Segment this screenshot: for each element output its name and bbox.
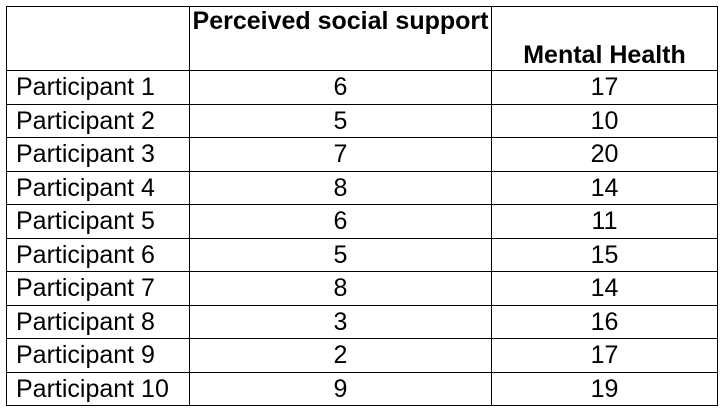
mental-health-cell: 10: [491, 103, 718, 138]
participant-cell: Participant 1: [6, 70, 190, 105]
mental-health-cell: 16: [491, 304, 718, 339]
social-support-cell: 5: [189, 237, 492, 272]
social-support-cell: 6: [189, 204, 492, 239]
table-row: Participant 5 6 11: [6, 204, 718, 239]
social-support-cell: 7: [189, 137, 492, 172]
participant-cell: Participant 6: [6, 237, 190, 272]
participant-cell: Participant 9: [6, 338, 190, 373]
social-support-cell: 8: [189, 170, 492, 205]
social-support-cell: 6: [189, 70, 492, 105]
participant-cell: Participant 2: [6, 103, 190, 138]
table-row: Participant 4 8 14: [6, 170, 718, 205]
participant-cell: Participant 4: [6, 170, 190, 205]
table-row: Participant 7 8 14: [6, 271, 718, 306]
participant-cell: Participant 3: [6, 137, 190, 172]
participant-cell: Participant 8: [6, 304, 190, 339]
mental-health-cell: 14: [491, 271, 718, 306]
table-row: Participant 9 2 17: [6, 338, 718, 373]
mental-health-cell: 15: [491, 237, 718, 272]
header-perceived-social-support: Perceived social support: [189, 6, 492, 71]
mental-health-cell: 17: [491, 70, 718, 105]
table-row: Participant 2 5 10: [6, 103, 718, 138]
table-body: Participant 1 6 17 Participant 2 5 10 Pa…: [6, 70, 718, 406]
table-row: Participant 6 5 15: [6, 237, 718, 272]
table-row: Participant 3 7 20: [6, 137, 718, 172]
mental-health-cell: 19: [491, 371, 718, 406]
data-table: Perceived social support Mental Health P…: [6, 6, 718, 406]
header-empty-cell: [6, 6, 190, 71]
header-mental-health: Mental Health: [491, 6, 718, 71]
mental-health-cell: 17: [491, 338, 718, 373]
social-support-cell: 9: [189, 371, 492, 406]
social-support-cell: 3: [189, 304, 492, 339]
participant-cell: Participant 7: [6, 271, 190, 306]
social-support-cell: 8: [189, 271, 492, 306]
mental-health-cell: 14: [491, 170, 718, 205]
participant-cell: Participant 5: [6, 204, 190, 239]
table-header: Perceived social support Mental Health: [6, 6, 718, 71]
header-row: Perceived social support Mental Health: [6, 6, 718, 71]
participant-cell: Participant 10: [6, 371, 190, 406]
mental-health-cell: 20: [491, 137, 718, 172]
table-row: Participant 8 3 16: [6, 304, 718, 339]
social-support-cell: 5: [189, 103, 492, 138]
mental-health-cell: 11: [491, 204, 718, 239]
table-row: Participant 10 9 19: [6, 371, 718, 406]
social-support-cell: 2: [189, 338, 492, 373]
table-row: Participant 1 6 17: [6, 70, 718, 105]
